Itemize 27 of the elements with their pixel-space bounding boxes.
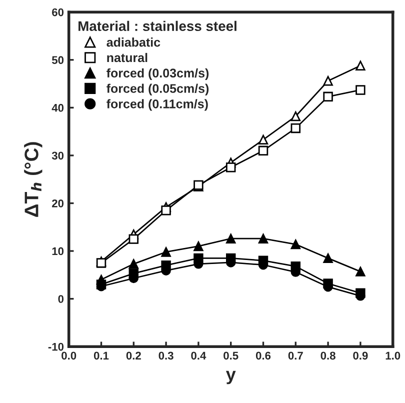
legend-label: forced (0.11cm/s) [106,99,208,111]
x-tick-label: 0.0 [62,352,76,360]
y-tick-label: -10 [48,342,64,351]
y-tick-label: 0 [58,295,64,303]
x-tick-label: 0.2 [126,352,141,360]
x-tick-label: 0.7 [288,352,303,360]
y-tick-label: 60 [52,8,64,16]
legend-title: Material : stainless steel [78,20,236,32]
y-axis-title: ΔT$_{h}$ (°C) [24,142,42,217]
legend-label: forced (0.03cm/s) [106,68,209,80]
legend-label: natural [107,52,148,62]
x-axis-title: y [226,370,236,384]
y-tick-label: 20 [52,199,64,208]
legend-label: adiabatic [106,38,160,47]
x-tick-label: 0.8 [320,352,336,360]
x-tick-label: 0.5 [224,352,238,360]
legend-label: forced (0.05cm/s) [106,84,209,96]
x-tick-label: 0.4 [191,352,206,360]
x-tick-label: 0.1 [94,352,109,360]
x-tick-label: 0.9 [353,352,368,360]
y-tick-label: 10 [52,247,64,256]
x-tick-label: 1.0 [386,352,400,360]
x-tick-label: 0.3 [158,352,174,360]
y-tick-label: 40 [52,104,64,112]
x-tick-label: 0.6 [256,352,271,360]
y-tick-label: 50 [52,56,64,64]
y-tick-label: 30 [52,152,64,160]
